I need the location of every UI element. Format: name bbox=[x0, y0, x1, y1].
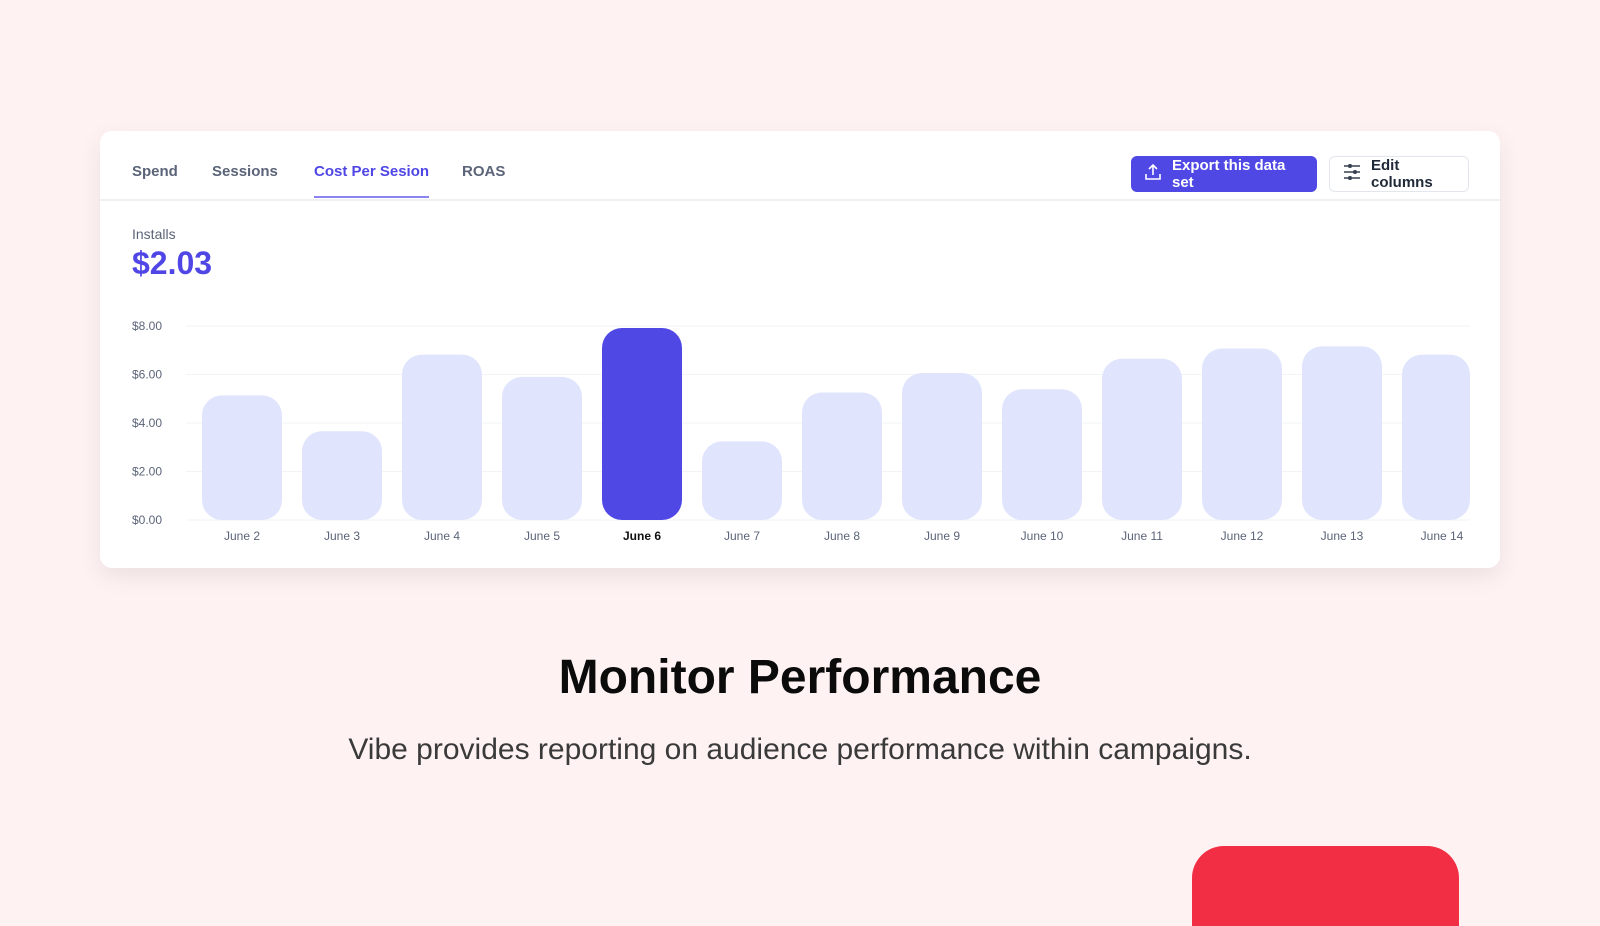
x-tick-label: June 13 bbox=[1321, 529, 1364, 543]
y-tick-label: $4.00 bbox=[132, 416, 162, 430]
x-tick-label: June 14 bbox=[1421, 529, 1464, 543]
upload-icon bbox=[1144, 163, 1162, 185]
bar-june-13 bbox=[1302, 346, 1382, 520]
bar-june-11 bbox=[1102, 358, 1182, 520]
x-tick-label: June 11 bbox=[1121, 529, 1163, 543]
bar-june-7 bbox=[702, 441, 782, 520]
bar-june-10 bbox=[1002, 389, 1082, 520]
y-tick-label: $2.00 bbox=[132, 465, 162, 479]
tab-bar: Spend Sessions Cost Per Sesion ROAS Expo… bbox=[100, 131, 1500, 201]
metric-label: Installs bbox=[132, 226, 176, 242]
x-tick-label: June 7 bbox=[724, 529, 760, 543]
x-tick-label: June 2 bbox=[224, 529, 260, 543]
x-tick-label: June 10 bbox=[1021, 529, 1064, 543]
tab-sessions[interactable]: Sessions bbox=[212, 163, 278, 180]
tab-spend[interactable]: Spend bbox=[132, 163, 178, 180]
edit-columns-label: Edit columns bbox=[1371, 157, 1433, 191]
performance-card: Spend Sessions Cost Per Sesion ROAS Expo… bbox=[100, 131, 1500, 568]
bar-june-12 bbox=[1202, 348, 1282, 520]
bar-june-6 bbox=[602, 327, 682, 520]
edit-columns-button[interactable]: Edit columns bbox=[1329, 156, 1469, 192]
bar-june-3 bbox=[302, 431, 382, 520]
decorative-red-shape bbox=[1192, 846, 1459, 926]
tab-cost-per-session[interactable]: Cost Per Sesion bbox=[314, 163, 430, 198]
bar-june-14 bbox=[1402, 354, 1470, 520]
metric-value: $2.03 bbox=[132, 245, 213, 281]
bar-june-5 bbox=[502, 376, 582, 520]
y-tick-label: $8.00 bbox=[132, 319, 162, 333]
x-tick-label: June 9 bbox=[924, 529, 960, 543]
bar-june-8 bbox=[802, 392, 882, 520]
export-label: Export this data set bbox=[1172, 157, 1286, 191]
x-tick-label: June 4 bbox=[424, 529, 460, 543]
bar-june-9 bbox=[902, 373, 982, 520]
tab-roas[interactable]: ROAS bbox=[462, 163, 506, 180]
x-tick-label: June 8 bbox=[824, 529, 860, 543]
hero-title: Monitor Performance bbox=[558, 651, 1042, 704]
hero-subtitle: Vibe provides reporting on audience perf… bbox=[348, 733, 1252, 766]
bar-june-2 bbox=[202, 395, 282, 520]
x-tick-label: June 5 bbox=[524, 529, 560, 543]
export-button[interactable]: Export this data set bbox=[1131, 156, 1317, 192]
sliders-icon bbox=[1343, 163, 1361, 184]
y-tick-label: $0.00 bbox=[132, 513, 162, 527]
x-tick-label: June 12 bbox=[1221, 529, 1264, 543]
x-tick-label: June 3 bbox=[324, 529, 360, 543]
y-tick-label: $6.00 bbox=[132, 368, 162, 382]
bar-chart: $0.00 $2.00 $4.00 $6.00 $8.00 June 2 June 3 Jun… bbox=[132, 319, 1470, 543]
x-tick-label: June 6 bbox=[623, 529, 661, 543]
bar-june-4 bbox=[402, 354, 482, 520]
